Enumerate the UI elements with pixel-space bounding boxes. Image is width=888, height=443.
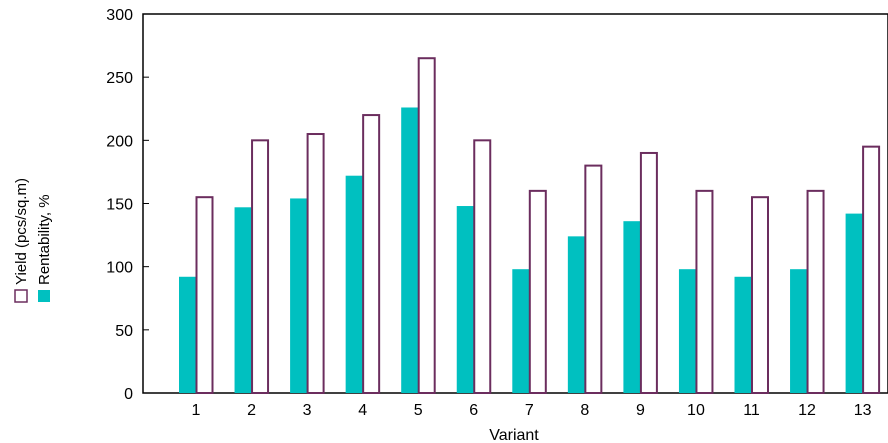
- bars: [179, 57, 881, 394]
- y-tick-label: 200: [106, 133, 133, 150]
- bar-rentability: [734, 276, 752, 393]
- bar-rentability: [345, 175, 363, 393]
- bar-yield: [639, 151, 658, 394]
- bar-yield: [806, 189, 825, 394]
- bar-rentability: [845, 213, 863, 393]
- bar-yield: [417, 57, 436, 394]
- x-tick-label: 1: [192, 402, 201, 419]
- bar-yield: [584, 164, 603, 394]
- x-tick-label: 12: [798, 402, 816, 419]
- x-tick-label: 11: [743, 402, 760, 419]
- y-tick-label: 0: [124, 386, 133, 403]
- legend-label-rentability: Rentability, %: [36, 194, 53, 285]
- x-tick-label: 5: [414, 402, 423, 419]
- legend-swatch-yield: [14, 289, 28, 303]
- x-tick-label: 7: [525, 402, 534, 419]
- bar-yield: [528, 189, 547, 394]
- x-tick-label: 9: [636, 402, 645, 419]
- legend-swatch-rentability: [38, 290, 50, 302]
- bar-yield: [195, 196, 214, 394]
- x-axis-title: Variant: [489, 427, 539, 443]
- bar-rentability: [678, 269, 696, 393]
- x-tick-label: 8: [580, 402, 589, 419]
- y-tick-label: 100: [106, 260, 133, 277]
- bar-rentability: [790, 269, 808, 393]
- x-tick-label: 6: [469, 402, 478, 419]
- bar-rentability: [512, 269, 530, 393]
- bar-yield: [695, 189, 714, 394]
- bar-rentability: [290, 198, 308, 393]
- y-tick-label: 50: [115, 323, 133, 340]
- x-tick-label: 2: [247, 402, 256, 419]
- bar-rentability: [234, 207, 252, 393]
- bar-yield: [862, 145, 881, 394]
- y-axis: 0 50 100 150 200 250 300: [106, 7, 149, 403]
- bar-yield: [473, 139, 492, 394]
- x-tick-label: 4: [358, 402, 367, 419]
- bar-yield: [306, 133, 325, 394]
- y-tick-label: 300: [106, 7, 133, 24]
- bar-yield: [362, 114, 381, 394]
- x-tick-label: 13: [854, 402, 872, 419]
- bar-rentability: [179, 276, 196, 393]
- y-tick-label: 250: [106, 70, 133, 87]
- bar-rentability: [567, 236, 585, 393]
- x-tick-label: 3: [303, 402, 312, 419]
- y-tick-label: 150: [106, 197, 133, 214]
- bar-rentability: [456, 206, 474, 393]
- bar-yield: [251, 139, 270, 394]
- bar-yield: [751, 196, 769, 394]
- bar-rentability: [401, 107, 419, 393]
- x-tick-label: 10: [687, 402, 705, 419]
- legend-label-yield: Yield (pcs/sq.m): [13, 178, 30, 285]
- bar-rentability: [623, 221, 641, 393]
- legend: Yield (pcs/sq.m) Rentability, %: [13, 178, 53, 303]
